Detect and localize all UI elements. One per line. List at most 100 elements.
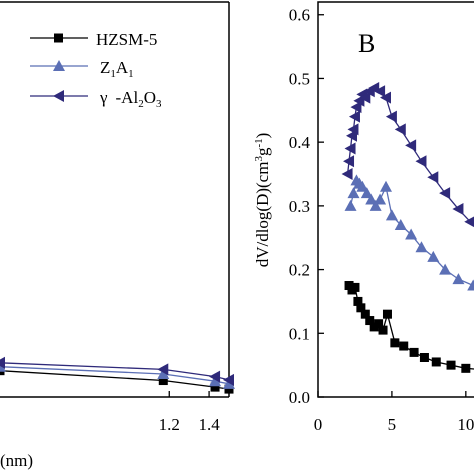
data-point--al2o3	[380, 91, 391, 104]
panel-b-frame	[317, 1, 474, 398]
y-title-sup1: 3	[253, 156, 265, 162]
data-point-z1a1	[223, 377, 235, 389]
data-point--al2o3	[0, 356, 5, 369]
panel-a-x-ticks: 1.2 1.4	[159, 391, 220, 434]
data-point-hzsm-5	[360, 309, 370, 319]
legend-gamma-al-sub: 2	[138, 98, 144, 110]
data-point-hzsm-5	[390, 338, 400, 348]
data-point-z1a1	[374, 193, 387, 205]
data-point--al2o3	[209, 370, 221, 383]
data-point-z1a1	[385, 209, 398, 221]
y-title-sup2: -1	[253, 138, 265, 147]
x-tick-label: 0	[314, 415, 323, 434]
data-point--al2o3	[464, 216, 474, 228]
legend-z-sub: 1	[110, 68, 116, 80]
series-line-hzsm-5	[348, 285, 474, 370]
y-tick-label: 0.2	[289, 261, 310, 280]
data-point--al2o3	[157, 363, 169, 376]
data-point--al2o3	[427, 171, 439, 184]
data-point-z1a1	[157, 367, 170, 379]
data-point-z1a1	[467, 279, 474, 291]
legend-item-gamma-al2o3: γ -Al2O3	[30, 88, 162, 110]
series-line-hzsm-5	[0, 370, 230, 390]
legend-hzsm5-marker	[54, 33, 63, 43]
data-point-z1a1	[439, 263, 452, 275]
data-point-z1a1	[394, 218, 407, 230]
data-point--al2o3	[348, 110, 360, 123]
legend-gamma-marker	[53, 90, 64, 102]
data-point-hzsm-5	[210, 382, 220, 392]
legend-gamma-symbol: γ	[99, 88, 108, 107]
legend-z1a1-marker	[53, 60, 65, 71]
data-point--al2o3	[350, 101, 362, 114]
legend-gamma-o: O	[144, 88, 156, 107]
data-point-hzsm-5	[382, 309, 392, 319]
data-point-hzsm-5	[356, 303, 366, 313]
data-point--al2o3	[344, 142, 356, 155]
panel-a-x-axis-title: (nm)	[0, 451, 33, 470]
data-point-hzsm-5	[378, 325, 388, 335]
y-tick-label: 0.4	[289, 133, 311, 152]
panel-b-x-ticks: 0 5 10	[314, 391, 474, 434]
data-point-hzsm-5	[409, 347, 419, 357]
data-point-z1a1	[347, 187, 360, 199]
data-point--al2o3	[374, 85, 386, 98]
x-tick-label: 1.2	[159, 415, 180, 434]
legend-item-z1a1: Z1A1	[30, 58, 134, 80]
data-point-z1a1	[415, 241, 428, 253]
data-point-z1a1	[360, 187, 373, 199]
data-point--al2o3	[415, 155, 427, 168]
y-tick-label: 0.3	[289, 197, 310, 216]
data-point-z1a1	[365, 193, 378, 205]
data-point-hzsm-5	[350, 282, 360, 292]
x-tick-label: 1.4	[198, 415, 220, 434]
legend-z-text: Z	[100, 58, 110, 77]
panel-b-y-ticks: 0.0 0.1 0.2 0.3 0.4 0.5 0.6	[289, 6, 324, 407]
data-point-z1a1	[356, 180, 369, 192]
data-point-hzsm-5	[158, 376, 168, 386]
legend-gamma-o-sub: 3	[156, 98, 162, 110]
data-point--al2o3	[359, 91, 371, 104]
data-point-z1a1	[209, 375, 222, 387]
panel-b-y-axis-title: dV/dlog(D)(cm3g-1)	[253, 133, 272, 268]
data-point-hzsm-5	[365, 316, 375, 326]
legend-item-hzsm5: HZSM-5	[30, 30, 157, 49]
panel-a-series	[0, 356, 235, 394]
data-point-hzsm-5	[446, 360, 456, 370]
data-point-z1a1	[427, 250, 440, 262]
x-tick-label: 10	[457, 415, 474, 434]
data-point-z1a1	[380, 180, 392, 192]
y-title-part1: dV/dlog(D)(cm	[253, 162, 272, 268]
legend-z1a1-label: Z1A1	[100, 58, 134, 80]
data-point--al2o3	[223, 373, 234, 386]
data-point--al2o3	[394, 123, 406, 136]
data-point--al2o3	[343, 155, 355, 168]
data-point-hzsm-5	[374, 319, 384, 329]
panel-b-letter: B	[358, 29, 375, 58]
legend-a-text: A	[116, 58, 129, 77]
panel-b: 0.0 0.1 0.2 0.3 0.4 0.5 0.6 0 5 10 B dV/dlog(D)(…	[253, 1, 474, 434]
legend-a-sub: 1	[128, 68, 134, 80]
data-point-z1a1	[405, 228, 418, 240]
panel-a: 1.2 1.4 (nm) HZSM-5 Z1A1 γ -Al2O3	[0, 1, 235, 470]
data-point-hzsm-5	[399, 341, 409, 351]
data-point-hzsm-5	[353, 296, 363, 306]
legend-hzsm5-label: HZSM-5	[96, 30, 157, 49]
legend-gamma-label: γ -Al2O3	[99, 88, 162, 110]
y-tick-label: 0.0	[289, 388, 310, 407]
data-point-z1a1	[369, 199, 382, 211]
data-point-hzsm-5	[419, 353, 429, 362]
legend-gamma-al: -Al	[116, 88, 139, 107]
y-title-part2: g	[253, 147, 272, 156]
data-point-z1a1	[452, 273, 465, 285]
y-tick-label: 0.5	[289, 69, 310, 88]
x-tick-label: 5	[388, 415, 397, 434]
data-point--al2o3	[347, 123, 359, 136]
y-tick-label: 0.1	[289, 324, 310, 343]
y-tick-label: 0.6	[289, 6, 310, 25]
y-title-part3: )	[253, 133, 272, 139]
data-point--al2o3	[385, 110, 397, 123]
panel-b-series	[341, 82, 474, 373]
data-point--al2o3	[452, 203, 464, 216]
series-line-z1a1	[0, 366, 230, 385]
